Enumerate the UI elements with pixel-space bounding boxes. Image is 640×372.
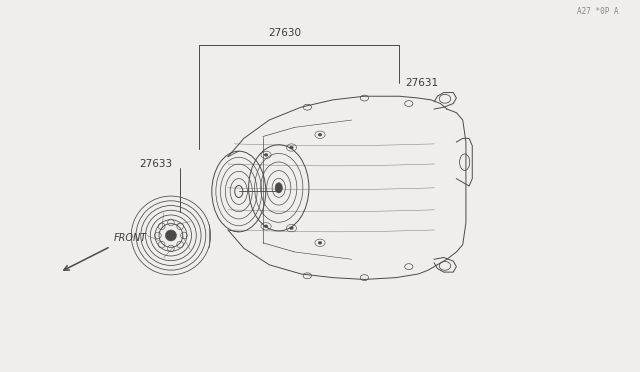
Text: 27631: 27631 [406,78,439,89]
Ellipse shape [289,146,293,149]
Text: 27630: 27630 [269,28,301,38]
Text: FRONT: FRONT [114,233,147,243]
Ellipse shape [264,153,268,156]
Ellipse shape [165,230,177,241]
Ellipse shape [264,225,268,228]
Ellipse shape [318,241,322,244]
Ellipse shape [275,183,282,193]
Text: 27633: 27633 [139,159,172,169]
Text: A27 *0P A: A27 *0P A [577,7,618,16]
Ellipse shape [318,133,322,136]
Ellipse shape [289,227,293,230]
